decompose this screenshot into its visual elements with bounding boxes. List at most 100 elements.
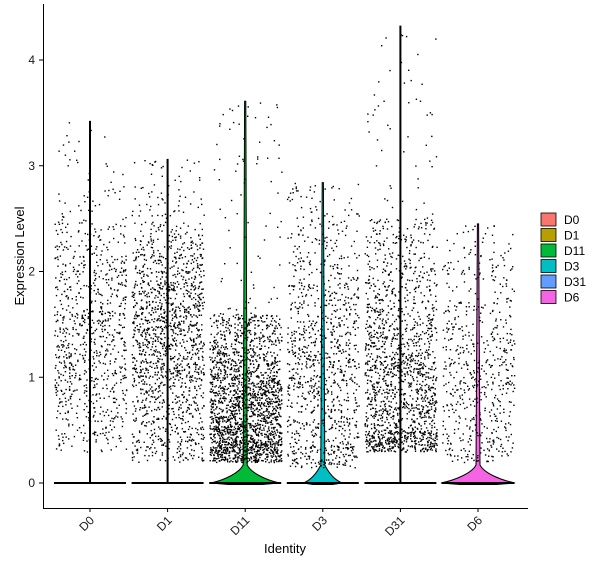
point — [164, 213, 167, 215]
point — [223, 366, 226, 368]
point — [248, 323, 250, 325]
point — [297, 432, 300, 435]
point — [104, 363, 107, 365]
point — [190, 314, 192, 316]
point — [199, 310, 201, 312]
point — [168, 344, 171, 347]
point — [198, 433, 200, 436]
point — [181, 366, 183, 368]
point — [182, 459, 185, 461]
point — [183, 242, 186, 244]
point — [292, 188, 294, 190]
point — [155, 450, 158, 453]
point — [245, 435, 247, 438]
point — [143, 328, 146, 330]
point — [268, 411, 270, 413]
point — [238, 397, 241, 399]
point — [235, 371, 237, 373]
point — [145, 375, 147, 377]
point — [143, 441, 145, 443]
point — [250, 318, 252, 321]
point — [55, 257, 57, 259]
point — [343, 324, 345, 326]
point — [309, 390, 311, 392]
point — [216, 362, 218, 364]
point — [175, 262, 177, 264]
point — [152, 439, 154, 441]
point — [162, 347, 164, 350]
point — [200, 379, 203, 382]
point — [108, 189, 110, 192]
point — [142, 350, 144, 352]
point — [55, 354, 57, 356]
point — [262, 334, 264, 336]
point — [321, 460, 323, 462]
point — [157, 361, 159, 363]
point — [153, 288, 155, 290]
point — [91, 223, 93, 225]
point — [96, 383, 98, 385]
point — [192, 242, 194, 244]
point — [247, 406, 250, 408]
point — [84, 201, 86, 203]
point — [61, 213, 63, 215]
point — [155, 435, 157, 438]
point — [156, 336, 158, 338]
point — [122, 297, 125, 299]
point — [231, 405, 233, 407]
point — [92, 282, 95, 284]
point — [320, 271, 322, 274]
point — [213, 440, 215, 443]
point — [236, 423, 238, 425]
point — [171, 344, 173, 346]
point — [182, 243, 184, 245]
point — [71, 375, 73, 377]
point — [333, 325, 335, 327]
point — [199, 377, 201, 380]
point — [151, 164, 153, 166]
point — [222, 410, 224, 412]
violin-D31 — [399, 25, 402, 484]
point — [323, 466, 325, 469]
point — [140, 187, 142, 189]
point — [220, 453, 222, 456]
point — [178, 283, 180, 285]
point — [164, 283, 166, 286]
point — [276, 364, 278, 366]
point — [177, 456, 180, 459]
point — [242, 424, 245, 426]
point — [233, 365, 235, 367]
point — [76, 282, 78, 285]
point — [157, 357, 159, 360]
point — [271, 333, 274, 335]
point — [125, 280, 127, 283]
point — [321, 329, 323, 331]
point — [238, 402, 240, 404]
point — [161, 264, 163, 266]
point — [336, 455, 338, 457]
point — [162, 426, 164, 429]
point — [303, 425, 305, 427]
point — [235, 461, 238, 463]
point — [174, 398, 176, 400]
point — [174, 424, 176, 426]
point — [281, 340, 283, 342]
point — [159, 459, 161, 461]
point — [297, 373, 299, 375]
point — [190, 379, 193, 381]
point — [150, 228, 152, 231]
point — [199, 264, 201, 266]
point — [262, 449, 264, 451]
point — [135, 367, 138, 370]
point — [119, 314, 121, 316]
point — [230, 434, 232, 436]
point — [228, 354, 230, 357]
point — [249, 341, 252, 343]
point — [305, 294, 308, 296]
point — [163, 415, 165, 418]
point — [219, 125, 221, 127]
point — [65, 436, 67, 438]
point — [216, 355, 218, 357]
point — [231, 417, 234, 420]
point — [345, 309, 348, 312]
